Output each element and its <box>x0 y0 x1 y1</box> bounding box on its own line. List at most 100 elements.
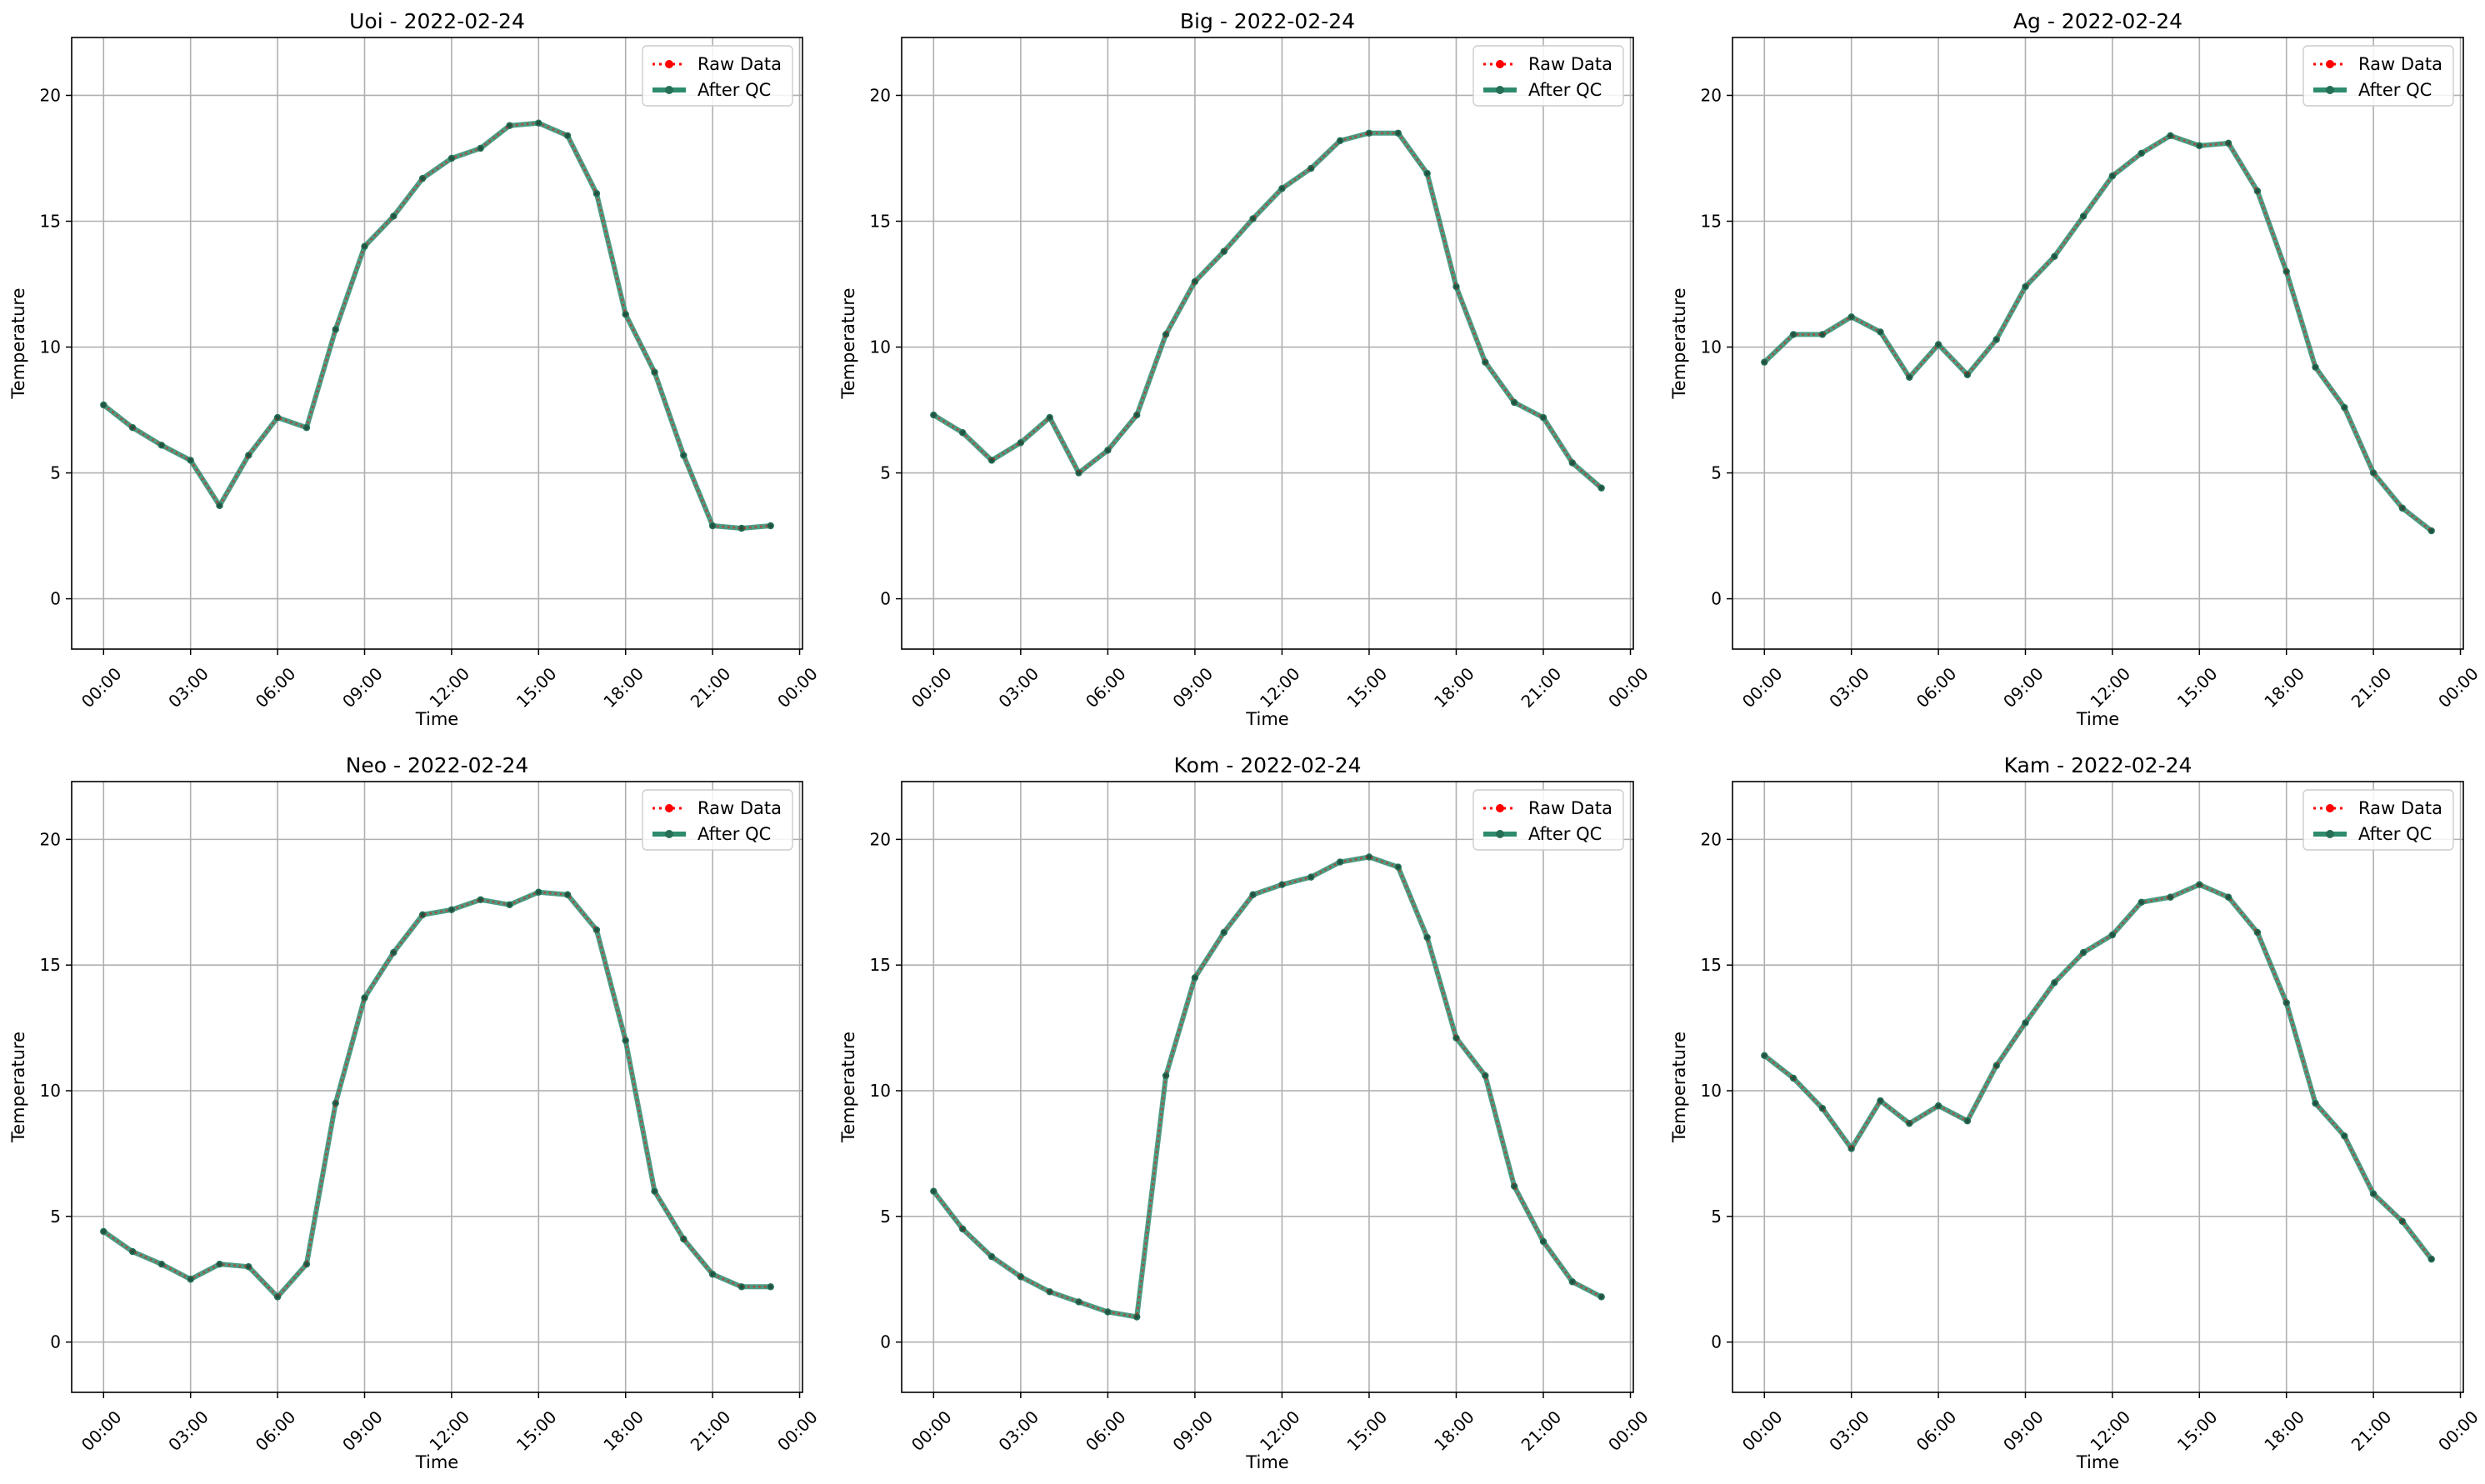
legend-label-qc: After QC <box>1528 80 1602 100</box>
x-tick-label: 00:00 <box>2434 663 2482 712</box>
y-tick-label: 0 <box>1711 589 1722 609</box>
legend-label-raw: Raw Data <box>2358 54 2442 74</box>
data-point-raw <box>1965 1118 1970 1123</box>
data-point-raw <box>1308 875 1313 880</box>
x-tick-label: 03:00 <box>164 663 212 712</box>
x-tick-label: 21:00 <box>1518 1407 1566 1455</box>
data-point-raw <box>960 1227 965 1232</box>
x-tick-label: 18:00 <box>599 1407 648 1455</box>
data-point-raw <box>1936 1103 1941 1108</box>
data-point-raw <box>1192 279 1198 284</box>
data-point-raw <box>2226 141 2231 146</box>
series-line-after-qc <box>1762 132 2434 534</box>
x-tick-label: 18:00 <box>1430 1407 1478 1455</box>
legend-label-qc: After QC <box>1528 824 1602 844</box>
data-point-raw <box>931 1189 936 1194</box>
x-tick-label: 09:00 <box>338 1407 387 1455</box>
data-point-raw <box>2284 269 2289 274</box>
y-tick-label: 10 <box>1701 337 1722 357</box>
data-point-raw <box>1907 375 1912 380</box>
data-point-raw <box>362 244 367 249</box>
x-tick-label: 18:00 <box>1430 663 1478 712</box>
data-point-raw <box>1762 360 1767 365</box>
y-tick-label: 20 <box>40 85 61 105</box>
data-point-raw <box>2052 980 2057 985</box>
data-point-raw <box>2400 1219 2405 1224</box>
data-point-raw <box>508 902 512 907</box>
y-tick-label: 0 <box>880 589 891 609</box>
data-point-raw <box>130 425 135 430</box>
data-point-raw <box>1105 1310 1110 1314</box>
x-tick-label: 00:00 <box>78 663 126 712</box>
y-axis-label: Temperature <box>8 1032 28 1143</box>
y-tick-label: 5 <box>880 463 891 483</box>
legend-marker-raw <box>1496 804 1504 812</box>
data-point-raw <box>2168 895 2172 900</box>
data-point-raw <box>1965 372 1970 377</box>
data-point-raw <box>1134 1315 1139 1319</box>
x-tick-label: 12:00 <box>425 1407 473 1455</box>
y-tick-label: 20 <box>870 85 891 105</box>
data-point-raw <box>2313 1101 2318 1106</box>
data-point-raw <box>508 123 512 128</box>
data-point-raw <box>449 907 454 912</box>
legend-label-raw: Raw Data <box>1528 798 1612 818</box>
legend-marker-qc <box>1496 830 1504 838</box>
data-point-raw <box>159 1262 164 1267</box>
data-point-raw <box>2023 284 2028 289</box>
x-tick-label: 03:00 <box>164 1407 212 1455</box>
data-point-raw <box>1878 330 1882 334</box>
series-line-after-qc <box>101 120 773 532</box>
legend: Raw Data After QC <box>2302 789 2454 851</box>
data-point-raw <box>652 1189 657 1194</box>
data-point-raw <box>2429 1257 2434 1262</box>
data-point-raw <box>2313 365 2318 370</box>
legend-label-qc: After QC <box>2358 824 2432 844</box>
series-line-raw <box>102 122 771 530</box>
legend-label-raw: Raw Data <box>1528 54 1612 74</box>
y-tick-label: 10 <box>870 337 891 357</box>
series-line-after-qc <box>931 854 1604 1320</box>
data-point-raw <box>1820 332 1825 337</box>
series-line-after-qc <box>931 130 1604 491</box>
x-tick-label: 00:00 <box>1738 663 1787 712</box>
data-point-raw <box>565 892 570 897</box>
x-tick-label: 06:00 <box>1082 1407 1130 1455</box>
data-point-raw <box>1820 1106 1825 1111</box>
data-point-raw <box>1251 217 1255 221</box>
data-point-raw <box>391 214 396 218</box>
data-point-raw <box>101 402 106 407</box>
legend-label-qc: After QC <box>2358 80 2432 100</box>
data-point-raw <box>304 1262 309 1267</box>
series-line-raw <box>1763 134 2432 532</box>
data-point-raw <box>2342 1133 2347 1138</box>
data-point-raw <box>1791 1076 1796 1081</box>
x-tick-label: 12:00 <box>1256 1407 1304 1455</box>
series-line-raw <box>932 856 1602 1318</box>
data-point-raw <box>391 950 396 955</box>
x-axis-label: Time <box>1245 709 1288 729</box>
chart-title: Kam - 2022-02-24 <box>2004 753 2192 777</box>
data-point-raw <box>1338 860 1342 864</box>
data-point-raw <box>1280 882 1284 887</box>
x-tick-label: 00:00 <box>2434 1407 2482 1455</box>
data-point-raw <box>1541 1239 1546 1244</box>
x-axis-label: Time <box>415 709 458 729</box>
legend: Raw Data After QC <box>1472 789 1624 851</box>
x-tick-label: 21:00 <box>687 663 735 712</box>
x-tick-label: 09:00 <box>1168 1407 1217 1455</box>
axes-frame <box>1732 37 2464 650</box>
data-point-raw <box>1280 186 1284 191</box>
data-point-raw <box>130 1249 135 1254</box>
x-tick-label: 06:00 <box>252 1407 300 1455</box>
data-point-raw <box>2168 133 2172 138</box>
chart-title: Ag - 2022-02-24 <box>2013 9 2182 33</box>
x-tick-label: 03:00 <box>1825 663 1873 712</box>
data-point-raw <box>594 927 599 932</box>
y-tick-label: 10 <box>40 1081 61 1101</box>
legend-marker-qc <box>665 830 673 838</box>
data-point-raw <box>1454 1036 1458 1041</box>
data-point-raw <box>2342 405 2347 410</box>
data-point-raw <box>989 458 994 462</box>
